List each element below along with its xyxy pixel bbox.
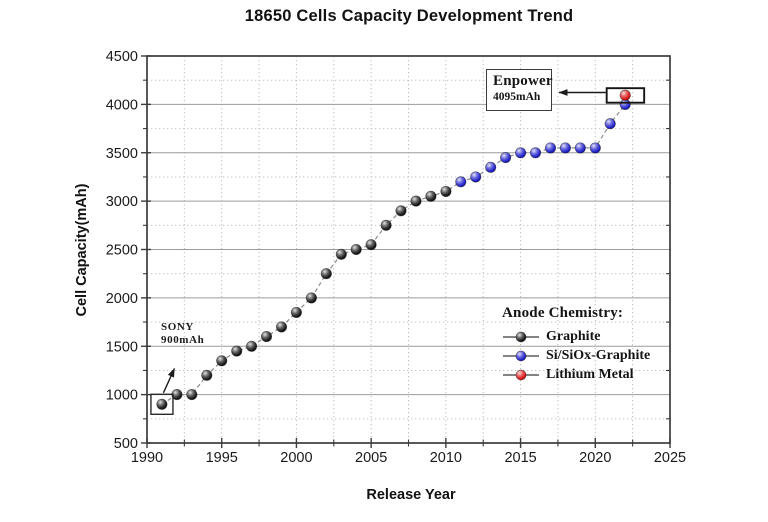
legend-entry-label: Lithium Metal: [546, 366, 634, 382]
y-tick-label: 500: [114, 436, 138, 452]
data-point-si-siox-graphite: [515, 147, 527, 159]
data-point-si-siox-graphite: [604, 118, 616, 130]
data-point-si-siox-graphite: [544, 142, 557, 154]
y-tick-label: 2000: [106, 291, 138, 307]
data-point-si-siox-graphite: [470, 171, 482, 183]
legend-entry-label: Graphite: [546, 328, 601, 344]
x-tick-label: 2005: [355, 450, 387, 466]
data-point-graphite: [395, 205, 407, 217]
legend-marker: [503, 331, 539, 342]
data-point-graphite: [380, 219, 392, 231]
legend-entry-si-siox-graphite: Si/SiOx-Graphite: [502, 346, 650, 365]
x-tick-label: 2020: [579, 450, 611, 466]
data-point-si-siox-graphite: [500, 152, 512, 164]
x-axis-label: Release Year: [366, 487, 456, 503]
data-point-si-siox-graphite: [559, 142, 571, 154]
data-point-graphite: [231, 345, 243, 357]
x-tick-label: 1995: [206, 450, 238, 466]
data-point-graphite: [246, 340, 258, 352]
annotation-enpower-line1: Enpower: [493, 73, 553, 89]
data-point-graphite: [425, 190, 437, 202]
legend: Anode Chemistry: Graphite Si/SiOx-Graphit…: [502, 305, 650, 384]
data-point-graphite: [350, 243, 362, 256]
data-point-graphite: [156, 398, 168, 410]
y-axis-label: Cell Capacity(mAh): [74, 183, 90, 317]
legend-marker: [503, 369, 539, 380]
data-point-lithium-metal: [619, 89, 631, 101]
y-tick-label: 3500: [106, 146, 138, 162]
y-tick-label: 4500: [106, 49, 138, 65]
legend-marker: [503, 350, 539, 361]
data-point-si-siox-graphite: [574, 142, 586, 154]
data-point-si-siox-graphite: [485, 161, 497, 173]
data-point-graphite: [335, 248, 347, 260]
annotation-enpower-line2: 4095mAh: [493, 91, 541, 103]
annotation-sony-line1: SONY: [161, 321, 194, 333]
data-point-graphite: [186, 389, 198, 401]
legend-entry-label: Si/SiOx-Graphite: [546, 347, 651, 363]
data-point-graphite: [305, 292, 317, 304]
chart-title: 18650 Cells Capacity Development Trend: [244, 7, 574, 25]
x-tick-label: 1990: [131, 450, 163, 466]
x-tick-label: 2015: [504, 450, 536, 466]
data-point-graphite: [365, 239, 377, 251]
y-tick-label: 3000: [106, 194, 138, 210]
y-tick-label: 1500: [106, 339, 138, 355]
data-point-graphite: [440, 185, 452, 197]
legend-title: Anode Chemistry:: [502, 305, 624, 321]
data-point-si-siox-graphite: [589, 142, 601, 154]
annotation-enpower-box: Enpower 4095mAh: [486, 69, 553, 111]
data-point-si-siox-graphite: [529, 147, 542, 159]
legend-entry-graphite: Graphite: [502, 327, 650, 346]
data-point-graphite: [260, 331, 273, 343]
sony-point-box: [150, 393, 174, 415]
annotation-sony: SONY 900mAh: [161, 321, 204, 347]
x-tick-label: 2025: [654, 450, 686, 466]
x-tick-label: 2010: [430, 450, 462, 466]
annotation-sony-line2: 900mAh: [161, 334, 205, 346]
enpower-point-box: [605, 87, 646, 104]
data-point-graphite: [410, 195, 422, 207]
data-point-graphite: [201, 369, 213, 381]
data-point-graphite: [216, 355, 228, 367]
data-point-graphite: [290, 306, 302, 318]
legend-rows: Graphite Si/SiOx-Graphite Lithium Metal: [502, 327, 650, 384]
sony-arrow: [162, 368, 176, 394]
x-tick-label: 2000: [280, 450, 312, 466]
y-tick-label: 4000: [106, 97, 138, 113]
data-point-si-siox-graphite: [455, 176, 467, 188]
legend-entry-lithium-metal: Lithium Metal: [502, 365, 650, 384]
data-point-graphite: [320, 268, 332, 280]
y-tick-label: 2500: [106, 243, 138, 259]
data-point-si-siox-graphite: [619, 98, 631, 110]
y-tick-label: 1000: [106, 388, 138, 404]
data-point-graphite: [275, 321, 288, 333]
